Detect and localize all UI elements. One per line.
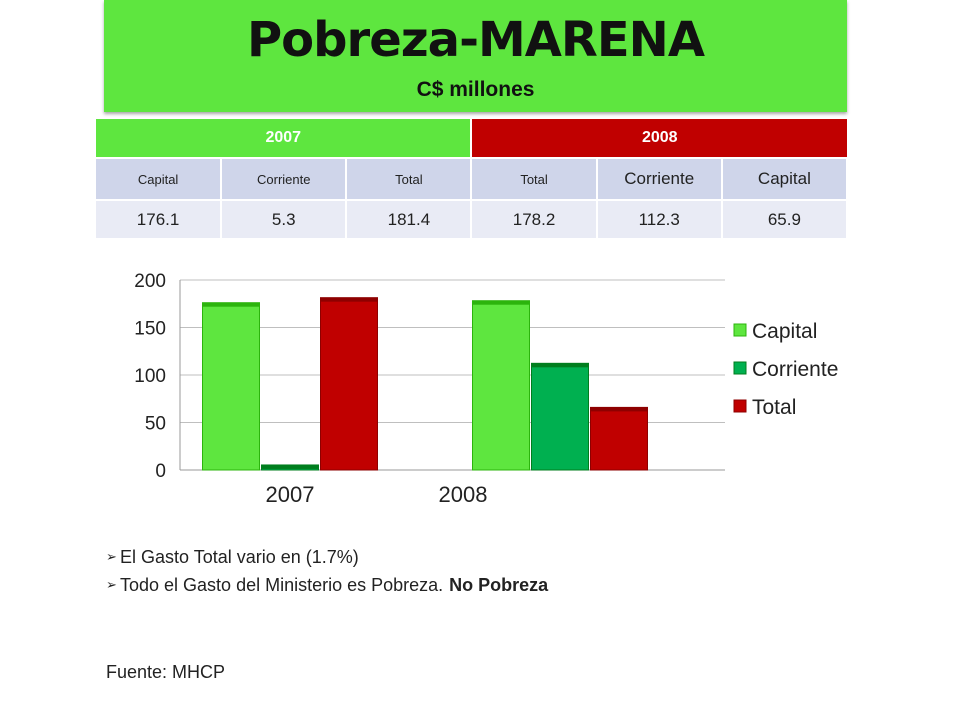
col-capital-2008: Capital	[721, 158, 849, 201]
header-2007: 2007	[96, 119, 473, 159]
title-banner: Pobreza-MARENA C$ millones	[104, 0, 847, 112]
bar-total-2007	[320, 297, 378, 471]
col-total-2008: Total	[471, 158, 598, 201]
legend-label-corriente: Corriente	[752, 358, 838, 381]
bullet-text: El Gasto Total vario en (1.7%)	[120, 547, 359, 567]
bar-top-total-2008	[590, 407, 648, 412]
legend-swatch-corriente	[733, 361, 747, 375]
bar-top-corriente-2008	[531, 363, 589, 368]
source-note: Fuente: MHCP	[106, 662, 226, 682]
legend-swatch-capital	[733, 323, 747, 337]
bar-total-2008	[590, 406, 648, 471]
col-corriente-2008: Corriente	[596, 158, 723, 201]
cell-capital-2007: 176.1	[96, 200, 223, 238]
bullet-item: ➢ Todo el Gasto del Ministerio es Pobrez…	[106, 571, 548, 599]
cell-total-2008: 178.2	[471, 200, 598, 238]
cell-corriente-2007: 5.3	[221, 200, 348, 238]
bullet-list: ➢ El Gasto Total vario en (1.7%) ➢ Todo …	[106, 543, 548, 599]
legend-swatch-total	[733, 399, 747, 413]
bar-chart: 0 50 100 150 200 2007 2008 Capital Corriente Tota…	[134, 271, 838, 507]
y-tick-label: 100	[134, 366, 166, 387]
header-2008: 2008	[471, 119, 847, 159]
table-subheader-row: Capital Corriente Total Total Corriente …	[96, 158, 849, 201]
cell-total-2007: 181.4	[346, 200, 473, 238]
bar-capital-2008	[472, 300, 530, 471]
bullet-text: Todo el Gasto del Ministerio es Pobreza.	[120, 575, 444, 595]
table-row: 176.1 5.3 181.4 178.2 112.3 65.9	[96, 200, 849, 238]
bar-top-corriente-2007	[261, 464, 319, 469]
y-tick-label: 0	[155, 461, 166, 482]
y-tick-label: 150	[134, 319, 166, 340]
arrow-bullet-icon: ➢	[106, 577, 117, 592]
col-corriente-2007: Corriente	[221, 158, 348, 201]
col-total-2007: Total	[346, 158, 473, 201]
cell-capital-2008: 65.9	[721, 200, 849, 238]
bar-capital-2007	[202, 302, 260, 471]
x-tick-label: 2007	[266, 482, 315, 507]
col-capital-2007: Capital	[96, 158, 223, 201]
y-tick-label: 50	[145, 414, 166, 435]
page-subtitle: C$ millones	[416, 78, 535, 101]
bar-top-capital-2007	[202, 302, 260, 307]
bullet-bold-text: No Pobreza	[449, 575, 549, 595]
cell-corriente-2008: 112.3	[596, 200, 723, 238]
bar-corriente-2008	[531, 362, 589, 471]
page-title: Pobreza-MARENA	[247, 12, 705, 68]
x-tick-label: 2008	[439, 482, 488, 507]
table-header-row: 2007 2008	[96, 119, 847, 159]
y-tick-label: 200	[134, 271, 166, 292]
legend-label-total: Total	[752, 396, 796, 419]
arrow-bullet-icon: ➢	[106, 549, 117, 564]
bar-top-capital-2008	[472, 300, 530, 305]
legend-label-capital: Capital	[752, 320, 817, 343]
bar-top-total-2007	[320, 297, 378, 302]
bullet-item: ➢ El Gasto Total vario en (1.7%)	[106, 543, 548, 571]
data-table: 2007 2008 Capital Corriente Total Total …	[96, 119, 849, 238]
